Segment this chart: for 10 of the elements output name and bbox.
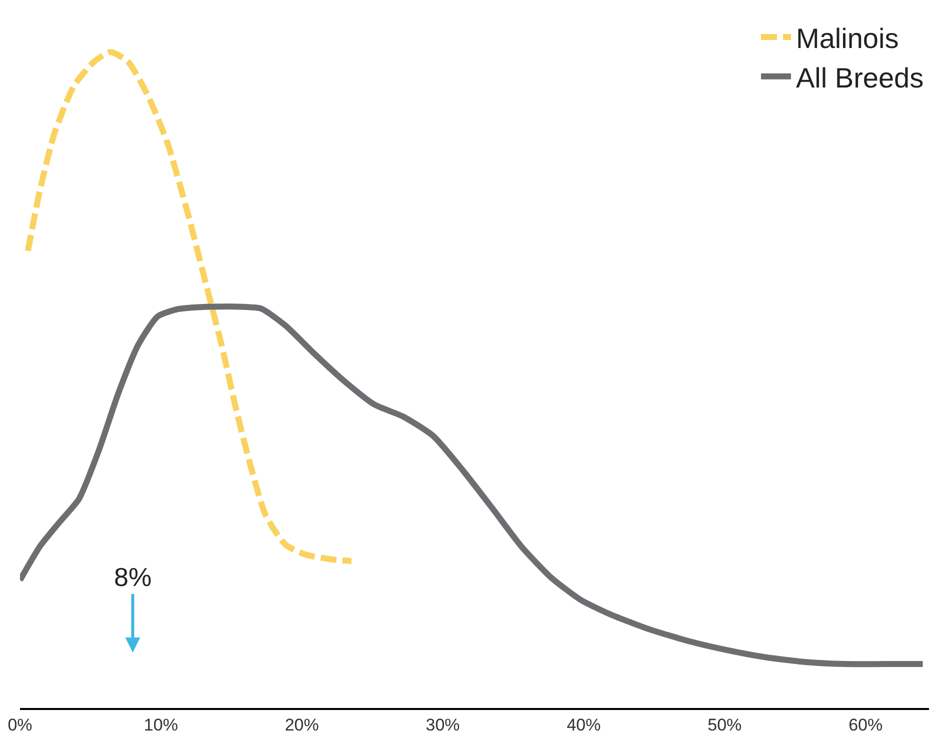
x-tick-label: 10% — [144, 715, 178, 734]
x-tick-label: 50% — [708, 715, 742, 734]
legend-label: Malinois — [796, 22, 899, 54]
x-tick-label: 60% — [848, 715, 883, 734]
x-tick-label: 20% — [284, 715, 319, 734]
x-tick-label: 0% — [8, 715, 32, 734]
x-tick-label: 30% — [426, 715, 460, 734]
legend-label: All Breeds — [796, 62, 924, 94]
annotation: 8% — [114, 562, 152, 592]
x-tick-label: 40% — [566, 715, 601, 734]
